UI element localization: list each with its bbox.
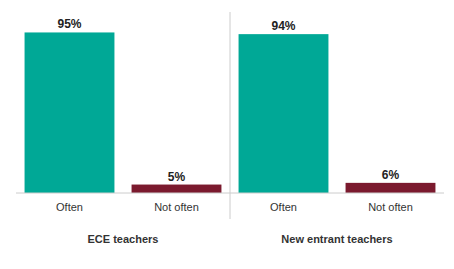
- data-label: 94%: [271, 19, 295, 33]
- x-axis-line: [230, 193, 444, 194]
- bar: [239, 34, 329, 193]
- bar: [132, 185, 222, 193]
- bar: [25, 32, 115, 193]
- category-label: Not often: [154, 201, 199, 213]
- divider: [230, 12, 231, 219]
- category-label: Often: [270, 201, 297, 213]
- bars: [25, 32, 222, 193]
- panel: 94% Often 6% Not often New entrant teachers: [230, 19, 444, 245]
- bars: [239, 34, 436, 193]
- category-label: Often: [56, 201, 83, 213]
- category-label: Not often: [368, 201, 413, 213]
- group-label: New entrant teachers: [281, 233, 392, 245]
- data-label: 6%: [382, 168, 400, 182]
- data-label: 5%: [168, 170, 186, 184]
- chart: 95% Often 5% Not often ECE teachers 94% Often 6…: [0, 0, 454, 269]
- panel: 95% Often 5% Not often ECE teachers: [16, 17, 230, 245]
- data-label: 95%: [57, 17, 81, 31]
- bar: [346, 183, 436, 193]
- chart-container: 95% Often 5% Not often ECE teachers 94% Often 6…: [0, 0, 454, 269]
- x-axis-line: [16, 193, 230, 194]
- group-label: ECE teachers: [88, 233, 159, 245]
